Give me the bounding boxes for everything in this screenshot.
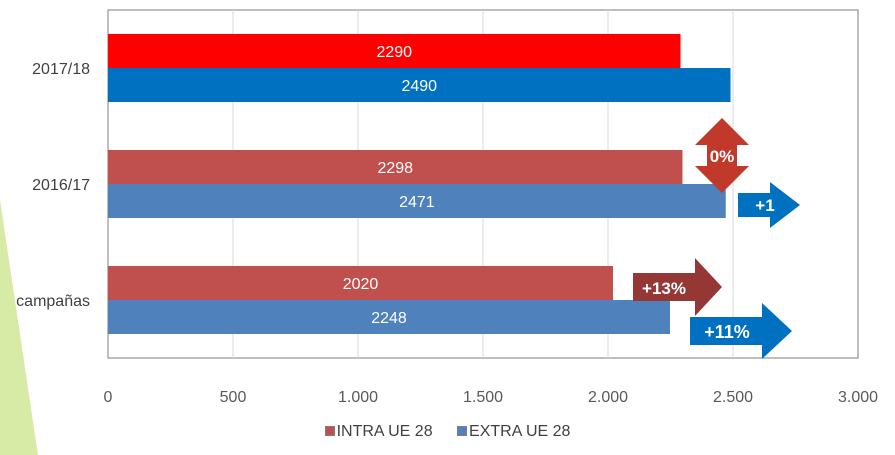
legend-swatch-extra: [457, 426, 468, 436]
arrow-plus11: [690, 303, 792, 359]
data-label-extra-2: 2248: [371, 310, 407, 327]
arrow-plus1: [738, 182, 800, 228]
category-label-2: campañas: [16, 293, 90, 310]
data-label-extra-0: 2490: [401, 78, 437, 95]
x-tick-label-1: 500: [220, 389, 247, 406]
legend-item-extra: EXTRA UE 28: [457, 423, 570, 441]
bar-extra-1: [108, 184, 726, 218]
x-tick-label-4: 2.000: [588, 389, 628, 406]
legend-swatch-intra: [324, 426, 335, 436]
x-tick-label-2: 1.000: [338, 389, 378, 406]
x-tick-label-3: 1.500: [463, 389, 503, 406]
x-tick-label-5: 2.500: [713, 389, 753, 406]
annotation-plus1: +1: [755, 196, 774, 215]
double-arrow-0pct: [695, 118, 749, 193]
data-label-intra-1: 2298: [377, 160, 413, 177]
annotation-plus13: +13%: [642, 279, 686, 298]
bar-intra-2: [108, 266, 613, 300]
chart-legend: INTRA UE 28 EXTRA UE 28: [0, 423, 895, 441]
annotation-plus11: +11%: [704, 322, 750, 342]
bar-intra-0: [108, 34, 681, 68]
annotation-0pct: 0%: [710, 147, 735, 166]
data-label-extra-1: 2471: [399, 194, 435, 211]
x-tick-label-6: 3.000: [838, 389, 878, 406]
bar-extra-2: [108, 300, 670, 334]
data-label-intra-0: 2290: [376, 44, 412, 61]
legend-item-intra: INTRA UE 28: [324, 423, 433, 441]
bar-intra-1: [108, 150, 683, 184]
category-label-1: 2016/17: [32, 177, 90, 194]
data-label-intra-2: 2020: [343, 276, 379, 293]
x-tick-label-0: 0: [104, 389, 113, 406]
legend-label-intra: INTRA UE 28: [336, 423, 433, 440]
legend-label-extra: EXTRA UE 28: [469, 423, 571, 440]
arrow-plus13: [633, 258, 722, 316]
bar-extra-0: [108, 68, 731, 102]
category-label-0: 2017/18: [32, 61, 90, 78]
